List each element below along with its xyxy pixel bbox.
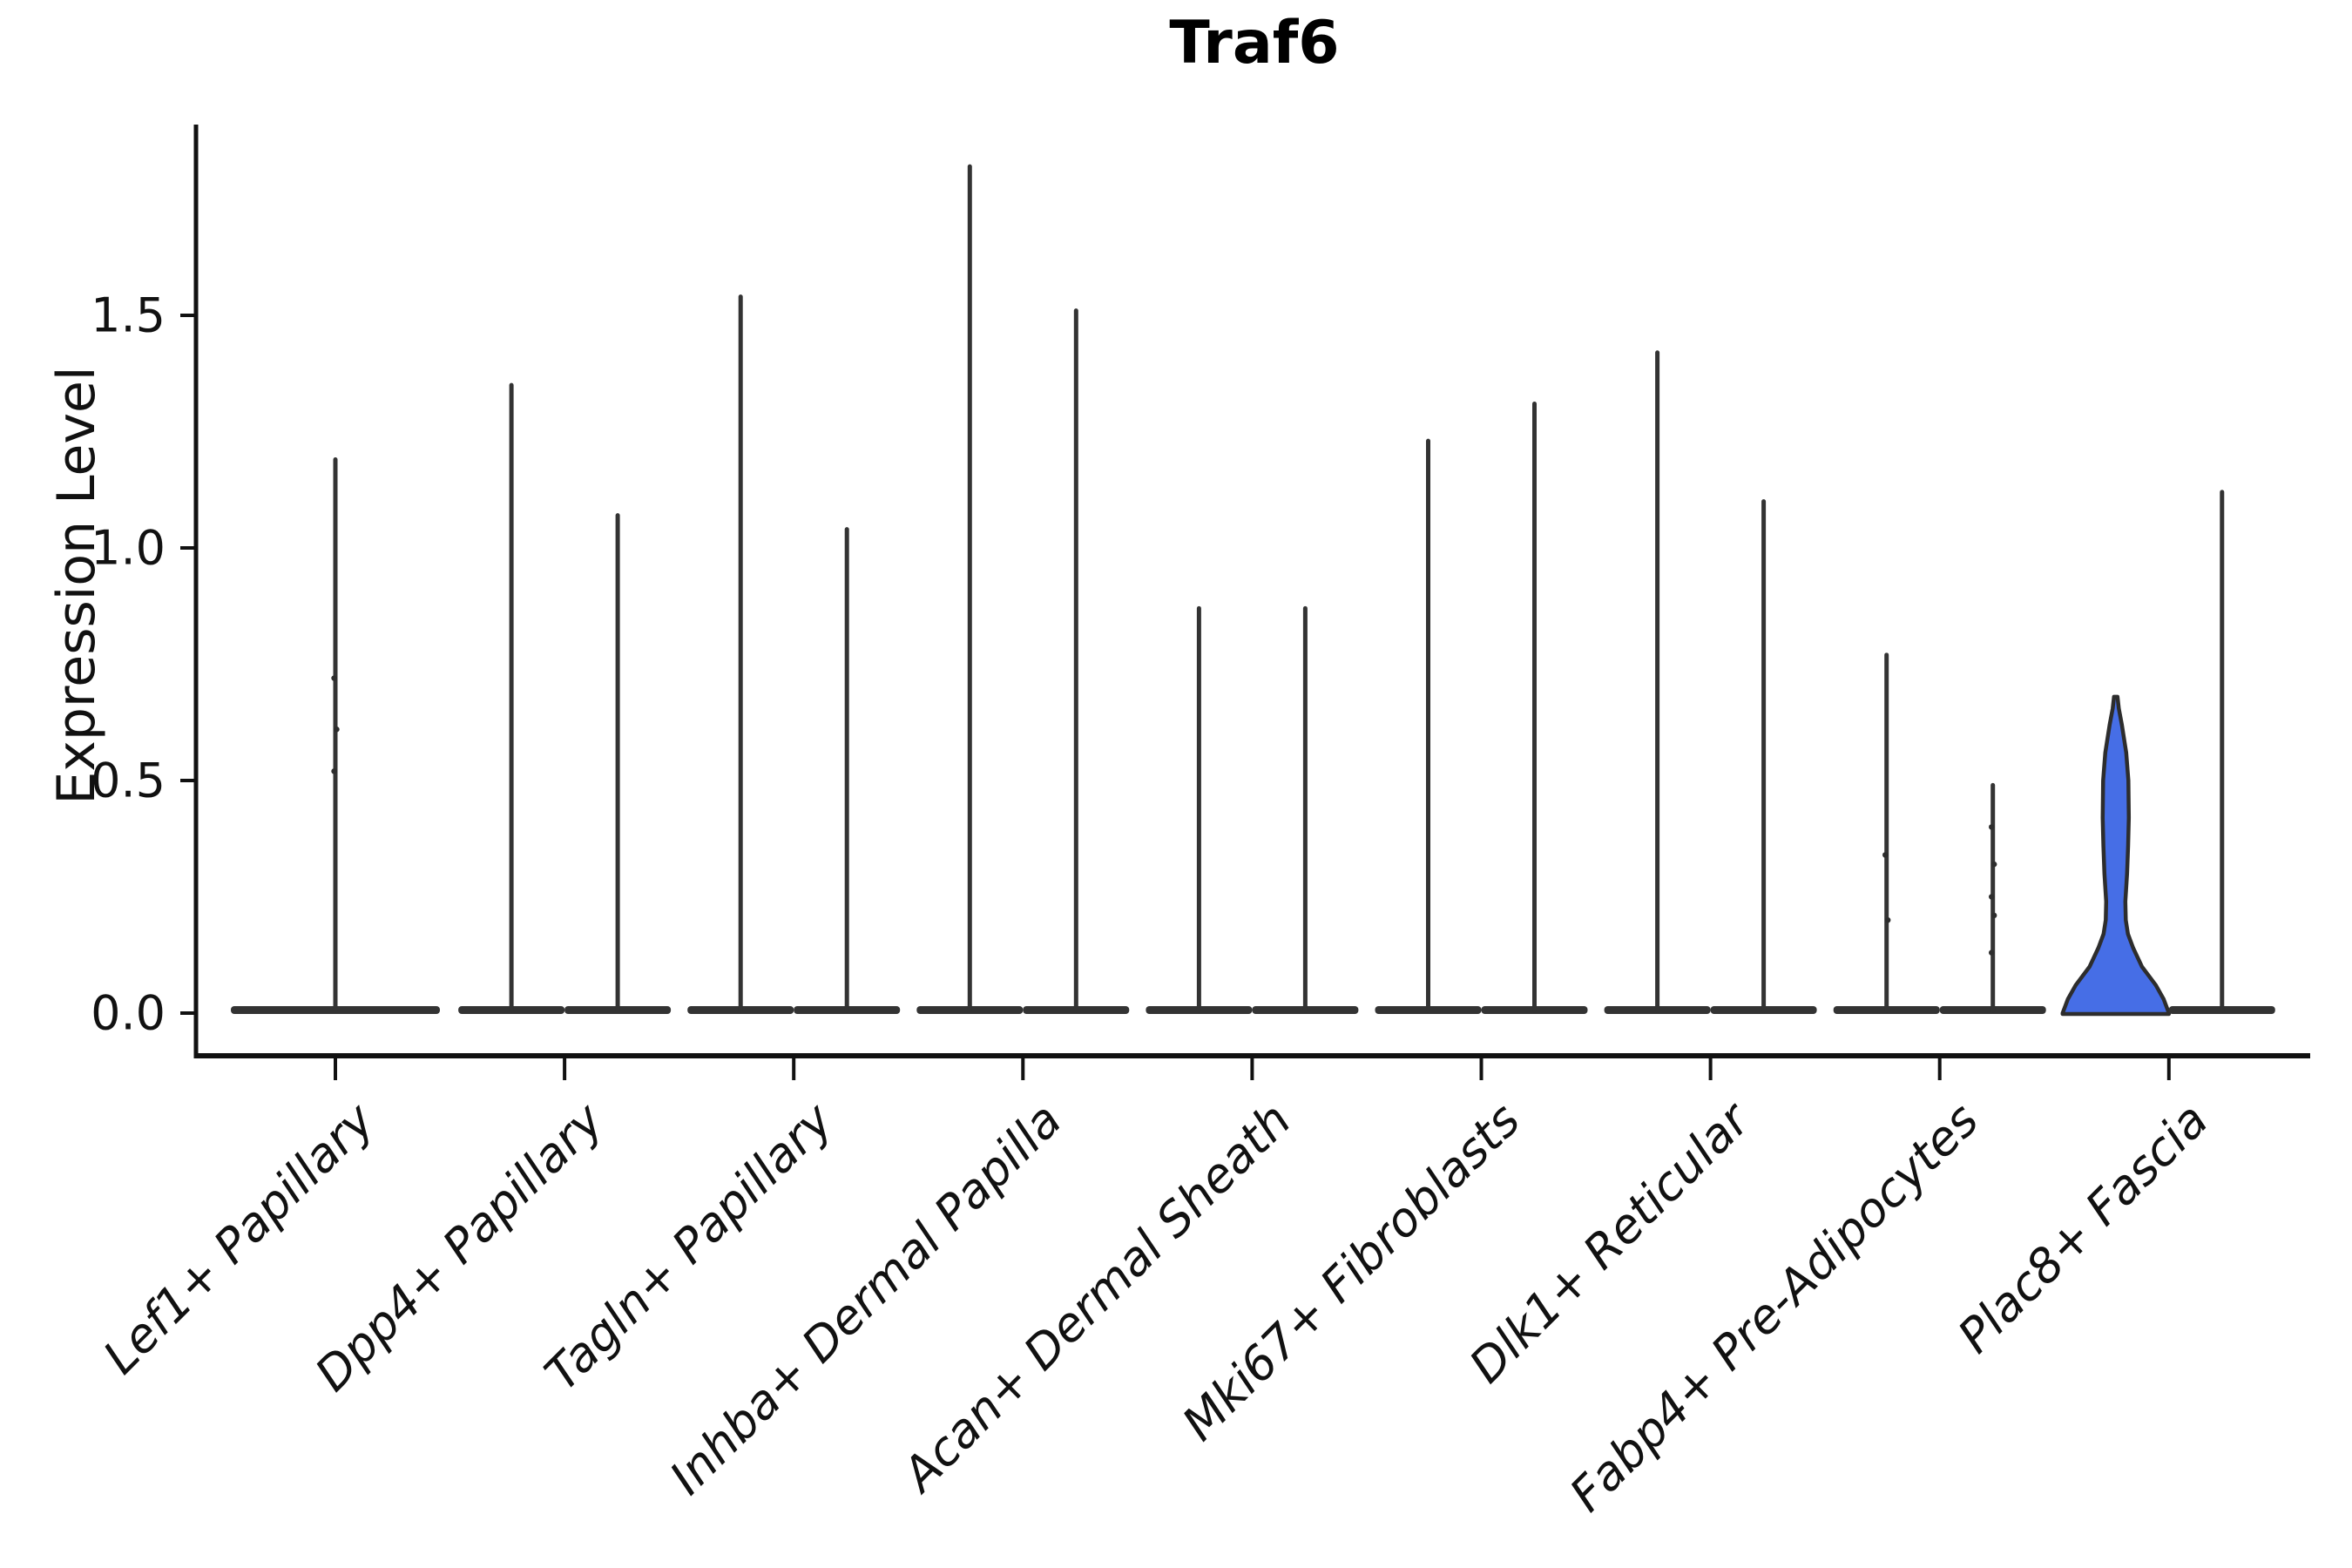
y-axis-label: Expression Level — [46, 366, 107, 805]
jitter-dot — [334, 727, 340, 733]
jitter-dot — [1882, 852, 1889, 858]
y-tick-label: 0.0 — [91, 985, 166, 1041]
jitter-dot — [331, 675, 337, 681]
y-tick-label: 0.5 — [91, 753, 166, 808]
violin-filled — [2060, 694, 2172, 1017]
jitter-dot — [1991, 861, 1997, 868]
jitter-dot — [1885, 917, 1891, 923]
plot-title: Traf6 — [1169, 9, 1340, 78]
y-tick-label: 1.5 — [91, 287, 166, 343]
y-tick-label: 1.0 — [91, 520, 166, 576]
jitter-dot — [1989, 824, 1995, 830]
jitter-dot — [1989, 950, 1995, 956]
jitter-dot — [1989, 894, 1995, 900]
jitter-dot — [331, 768, 337, 774]
jitter-dot — [1991, 912, 1997, 919]
